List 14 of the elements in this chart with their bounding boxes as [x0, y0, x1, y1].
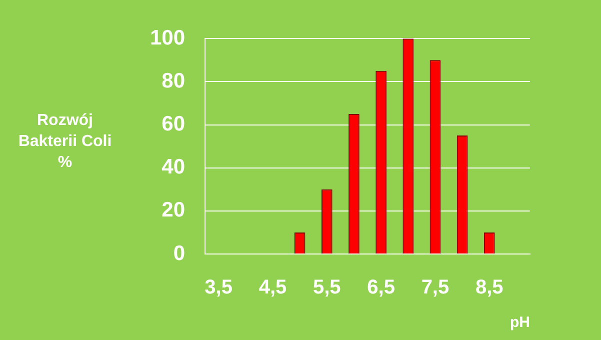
x-axis-title: pH	[510, 314, 530, 332]
x-tick-label: 3,5	[204, 276, 232, 299]
x-tick-label: 6,5	[367, 276, 395, 299]
x-tick-label: 4,5	[258, 276, 287, 299]
y-axis-title: Rozwój Bakterii Coli %	[17, 111, 113, 173]
y-tick-label: 40	[162, 156, 186, 179]
x-tick-label: 7,5	[421, 276, 450, 299]
y-tick-label: 20	[162, 198, 186, 222]
x-tick-label: 5,5	[312, 276, 341, 299]
y-tick-label: 80	[162, 69, 186, 92]
y-tick-label: 60	[162, 112, 186, 136]
y-tick-label: 0	[173, 242, 186, 265]
y-tick-label: 100	[150, 26, 186, 50]
x-tick-label: 8,5	[475, 276, 504, 299]
